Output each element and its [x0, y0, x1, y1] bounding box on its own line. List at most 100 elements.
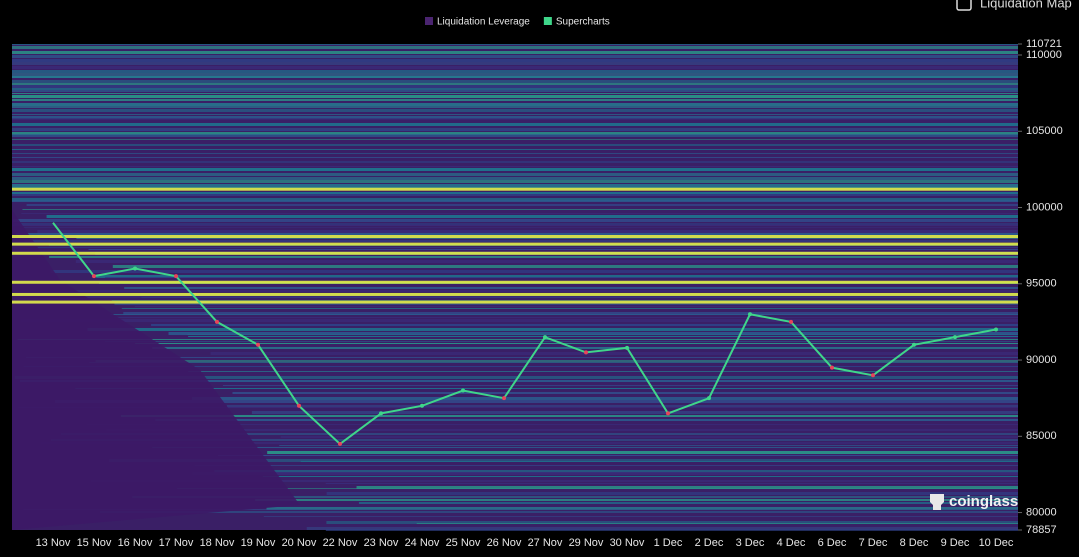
x-tick-label: 1 Dec: [654, 537, 683, 549]
heat-stripe: [89, 362, 1018, 363]
heat-stripe: [255, 499, 1019, 501]
price-point: [994, 327, 998, 332]
heat-stripe: [75, 260, 1018, 263]
heat-stripe: [104, 341, 1018, 342]
heat-stripe: [12, 70, 1018, 73]
heat-stripe: [112, 265, 1018, 268]
y-tick-label: 85000: [1026, 430, 1057, 442]
heat-stripe: [12, 173, 1018, 176]
heat-stripe: [120, 415, 1018, 417]
heat-stripe: [15, 233, 1018, 235]
heat-stripe: [20, 319, 1018, 322]
heat-shadow: [12, 210, 300, 530]
heat-stripe: [86, 424, 1019, 425]
x-tick-label: 9 Dec: [941, 537, 970, 549]
heat-stripe: [12, 200, 1018, 202]
heat-stripe: [192, 397, 1018, 400]
heat-stripe: [40, 442, 1018, 444]
heat-stripe: [155, 419, 1019, 421]
heat-stripe: [192, 472, 1019, 475]
y-tick-label: 105000: [1026, 125, 1063, 137]
price-point: [215, 319, 219, 324]
heat-stripe: [12, 187, 1018, 188]
heat-stripe: [279, 445, 1019, 446]
liquidation-level: [12, 300, 1018, 304]
heat-stripe: [12, 130, 1018, 131]
x-tick-label: 24 Nov: [405, 537, 440, 549]
heat-stripe: [13, 223, 1019, 226]
heat-stripe: [12, 76, 1018, 78]
heatmap: [12, 44, 1019, 531]
heat-stripe: [356, 486, 1019, 489]
price-point: [748, 312, 752, 317]
heat-stripe: [37, 230, 1018, 233]
heat-stripe: [12, 247, 1018, 248]
heat-stripe: [326, 521, 1018, 524]
heat-stripe: [23, 366, 1019, 367]
heat-stripe: [13, 219, 1018, 222]
heat-stripe: [12, 180, 1018, 183]
heat-stripe: [12, 44, 1018, 45]
heat-stripe: [152, 347, 1018, 349]
heat-stripe: [358, 502, 1018, 504]
heat-stripe: [12, 192, 1018, 194]
heat-stripe: [232, 392, 1018, 394]
heat-stripe: [168, 332, 1018, 335]
heat-stripe: [12, 73, 1018, 76]
liquidation-level: [12, 234, 1018, 238]
heat-stripe: [88, 249, 1018, 250]
heat-stripe: [12, 139, 1018, 140]
heat-stripe: [12, 95, 1018, 98]
toggle-checkbox[interactable]: [956, 0, 972, 11]
legend-label: Liquidation Leverage: [437, 17, 530, 28]
y-tick-label: 80000: [1026, 506, 1057, 518]
y-tick-label: 95000: [1026, 278, 1057, 290]
heat-stripe: [12, 116, 1018, 119]
heat-stripe: [12, 88, 1018, 90]
watermark-text: coinglass: [949, 493, 1018, 510]
heat-stripe: [12, 166, 1018, 167]
heat-stripe: [12, 184, 1018, 187]
heat-stripe: [12, 103, 1018, 106]
heat-stripe: [12, 93, 1018, 94]
heat-stripe: [12, 80, 1018, 83]
heat-stripe: [12, 114, 1018, 115]
heat-stripe: [12, 51, 1018, 54]
x-tick-label: 25 Nov: [446, 537, 481, 549]
price-line: [52, 222, 997, 446]
heat-stripe: [222, 385, 1019, 386]
heat-stripe: [12, 106, 1018, 108]
heat-stripe: [123, 312, 1018, 315]
heat-stripe: [12, 90, 1018, 92]
heat-stripe: [12, 194, 1018, 196]
price-point: [420, 403, 424, 408]
heat-stripe: [416, 523, 1019, 524]
price-point: [666, 411, 670, 416]
price-point: [174, 274, 178, 279]
legend-label: Supercharts: [556, 17, 610, 28]
heat-stripe: [12, 55, 1018, 58]
heat-stripe: [61, 433, 1019, 435]
heat-stripe: [12, 83, 1018, 85]
heat-stripe: [12, 46, 1018, 49]
heat-stripe: [326, 492, 1018, 495]
price-point: [912, 342, 916, 347]
heat-stripe: [12, 177, 1018, 180]
heat-stripe: [110, 314, 1019, 315]
toggle-label[interactable]: Liquidation Map: [980, 0, 1072, 10]
heat-stripe: [12, 157, 1018, 158]
heat-stripe: [325, 483, 1019, 484]
price-point: [461, 388, 465, 393]
heat-stripe: [267, 451, 1019, 454]
heat-stripe: [12, 62, 1018, 65]
legend-swatch: [543, 17, 552, 25]
x-tick-label: 29 Nov: [569, 537, 604, 549]
legend: Liquidation Leverage Supercharts: [425, 17, 610, 28]
watermark: coinglass: [930, 493, 1018, 510]
heat-stripe: [188, 336, 1019, 337]
price-point: [871, 373, 875, 378]
heat-stripe: [23, 509, 1018, 510]
price-point: [502, 396, 506, 401]
heat-stripe: [49, 256, 1019, 258]
